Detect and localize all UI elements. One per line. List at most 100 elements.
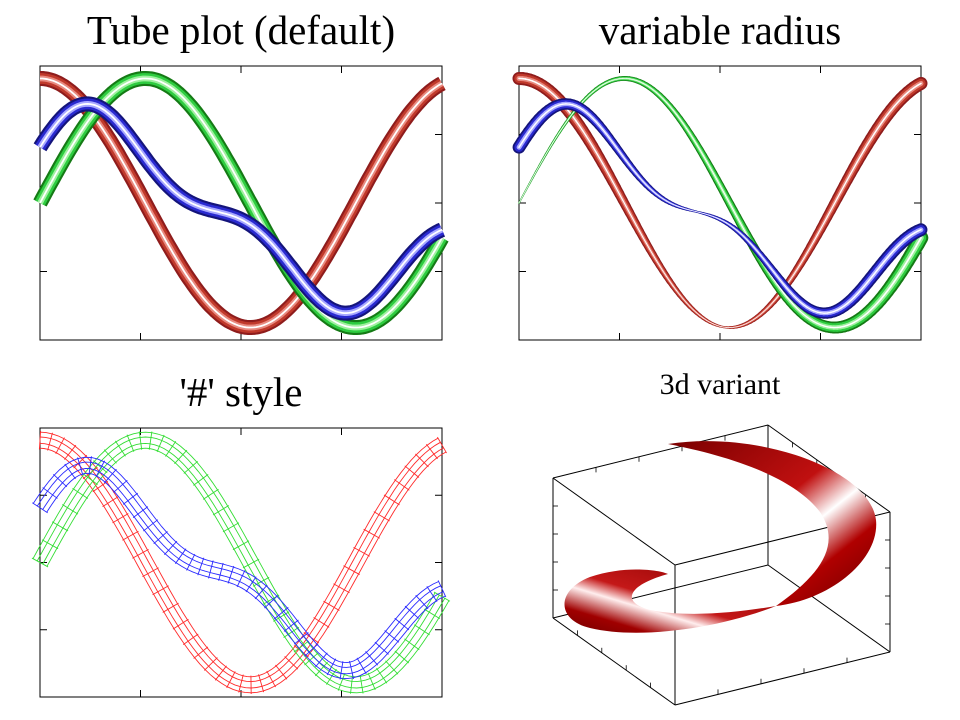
series-green-varradius-segment — [676, 113, 681, 120]
series-blue-varradius-segment — [612, 142, 617, 148]
series-red-hash — [38, 431, 447, 694]
series-blue-varradius-segment — [521, 136, 527, 143]
series-blue-varradius-segment — [706, 214, 711, 216]
series-red-varradius-segment — [813, 234, 818, 242]
series-green-hash-tick — [62, 504, 79, 515]
series-red-hash-tick — [363, 528, 380, 539]
series-blue-varradius-segment — [883, 256, 889, 263]
series-green-hash-tick — [114, 440, 126, 457]
series-blue-varradius-segment — [719, 219, 724, 222]
series-blue-hash-tick — [273, 607, 289, 620]
series-green-varradius-segment — [595, 86, 600, 90]
series-blue-varradius-segment — [682, 207, 687, 210]
series-red-varradius-segment — [706, 320, 711, 323]
series-red-hash-tick — [112, 513, 129, 524]
series-red-varradius-segment — [628, 212, 634, 220]
series-blue-hash-tick — [326, 658, 337, 676]
series-green-varradius-segment — [773, 278, 778, 285]
series-green-hash-tick — [337, 673, 346, 691]
series-green-hash-tick — [394, 650, 410, 664]
series-red-varradius — [512, 71, 928, 329]
chart-title-hash-style: '#' style — [179, 369, 303, 415]
series-green-varradius-segment — [635, 80, 640, 83]
series-red-varradius-segment — [773, 297, 778, 302]
series-blue-varradius-segment — [649, 187, 654, 192]
series-red-varradius-segment — [736, 325, 741, 328]
series-red-hash-tick — [373, 511, 390, 522]
series-blue-varradius-segment — [632, 169, 637, 175]
series-blue-varradius-segment — [582, 109, 587, 113]
series-green-tube — [33, 71, 449, 335]
series-red-hash-tick — [426, 443, 438, 460]
series-green-varradius-segment — [906, 254, 912, 262]
series-green-hash-tick — [103, 449, 117, 464]
series-green-varradius-segment — [783, 292, 788, 298]
series-blue-varradius-segment — [846, 299, 852, 305]
series-green-hash-tick — [93, 460, 108, 474]
series-blue-varradius-segment — [793, 295, 798, 300]
series-red-hash-tick — [142, 567, 159, 578]
series-blue-varradius-segment — [652, 190, 657, 195]
series-blue-varradius-segment — [849, 296, 855, 302]
series-green-varradius-segment — [702, 155, 708, 162]
series-green-varradius-segment — [910, 248, 916, 257]
series-red-varradius-segment — [846, 173, 852, 181]
chart-title-variable-radius: variable radius — [598, 7, 842, 53]
series-red-varradius-segment — [666, 275, 671, 282]
series-blue-varradius-segment — [749, 242, 754, 248]
series-green-varradius-segment — [659, 95, 664, 100]
series-green-varradius-segment — [609, 79, 614, 82]
series-blue-varradius-segment — [779, 279, 785, 285]
series-blue-hash-tick — [32, 502, 48, 514]
series-green-hash-tick — [72, 487, 89, 499]
series-blue-varradius-segment — [642, 180, 647, 186]
series-blue-varradius-segment — [756, 250, 761, 256]
series-red-varradius-segment — [749, 319, 754, 322]
series-green-varradius-segment — [545, 148, 550, 155]
series-blue-varradius-segment — [524, 131, 530, 138]
series-green-varradius-segment — [565, 117, 570, 124]
series-red-varradius-segment — [759, 311, 764, 316]
series-blue-varradius-segment — [622, 155, 627, 162]
series-green-varradius-segment — [916, 236, 922, 245]
series-green-varradius-segment — [535, 165, 540, 173]
series-green-varradius-segment — [605, 81, 610, 84]
series-green-varradius — [518, 75, 929, 334]
series-green-varradius-segment — [722, 191, 728, 199]
chart-title-tube-default: Tube plot (default) — [86, 7, 396, 53]
series-blue-hash-tick — [42, 487, 58, 499]
series-blue-hash-tick — [132, 506, 149, 519]
series-red-varradius-segment — [849, 166, 855, 175]
series-blue-varradius-segment — [859, 285, 865, 292]
series-green-hash-tick — [202, 488, 219, 500]
series-green-varradius-segment — [532, 171, 537, 179]
series-red-varradius-segment — [598, 157, 604, 165]
series-red-varradius-segment — [571, 115, 577, 122]
series-green-varradius-segment — [669, 105, 674, 111]
series-green-hash-tick — [193, 474, 209, 486]
series-green-hash-tick — [31, 557, 49, 568]
series-green-hash-rail — [46, 447, 450, 694]
box-edge-top — [552, 477, 676, 566]
series-red-varradius-segment — [632, 218, 637, 226]
series-green-hash-tick — [222, 522, 240, 533]
box-edge-top — [552, 424, 769, 479]
series-red-varradius-segment — [766, 304, 771, 309]
series-red-varradius-segment — [853, 161, 859, 169]
series-green-varradius-segment — [555, 132, 560, 139]
series-red-hash-tick — [437, 436, 447, 454]
series-red-varradius-segment — [699, 315, 704, 319]
series-blue-varradius-segment — [799, 301, 805, 306]
series-red-varradius-segment — [592, 145, 597, 153]
series-green-varradius-segment — [682, 123, 687, 129]
series-blue-varradius-segment — [880, 260, 885, 267]
series-green-varradius-segment — [706, 160, 711, 168]
series-red-varradius-segment — [756, 314, 761, 318]
series-red-hash-tick — [55, 437, 65, 455]
series-green-varradius-segment — [893, 275, 899, 283]
series-green-varradius-segment — [552, 137, 557, 144]
series-green-varradius-segment — [796, 307, 802, 313]
series-red-varradius-segment — [806, 246, 811, 254]
series-blue-hash-tick — [315, 652, 328, 668]
series-blue-varradius-segment — [796, 298, 801, 303]
